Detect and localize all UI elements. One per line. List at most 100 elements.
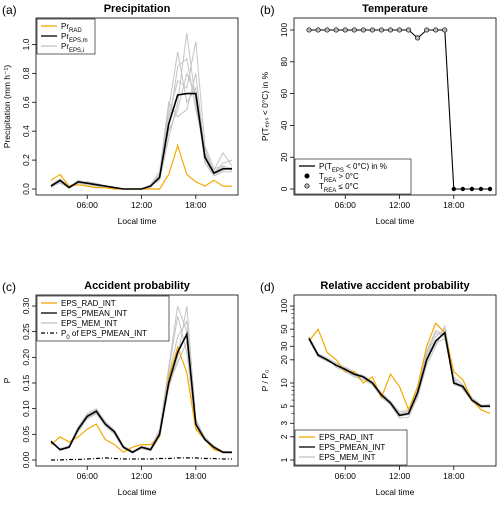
chart-title: Relative accident probability: [320, 280, 470, 292]
y-tick-label: 0.4: [21, 125, 31, 137]
marker-open: [351, 27, 357, 33]
x-tick-label: 18:00: [443, 200, 465, 210]
marker-filled: [487, 186, 493, 192]
marker-open: [406, 27, 412, 33]
marker-filled: [451, 186, 457, 192]
y-tick-label: 2: [279, 434, 289, 439]
y-tick-label: 100: [279, 23, 289, 37]
ensemble-member-line: [308, 329, 491, 415]
ensemble-member-line: [308, 328, 491, 416]
marker-open: [306, 27, 312, 33]
y-tick-label: 0.15: [21, 374, 31, 391]
plot-frame: [35, 17, 239, 196]
legend-box: [294, 158, 412, 195]
x-tick-label: 06:00: [77, 200, 99, 210]
x-axis-label: Local time: [376, 487, 415, 497]
legend-label: EPS_PMEAN_INT: [61, 309, 127, 318]
x-tick-label: 06:00: [77, 471, 99, 481]
y-tick-label: 10: [279, 378, 289, 388]
y-axis-label: P(Tₑₚₛ < 0°C) in %: [260, 71, 270, 141]
y-tick-label: 0.2: [21, 154, 31, 166]
panel-1: Precipitation (a) 06:00 12:00 18:00 Local tim…: [2, 3, 239, 226]
legend-label: PrEPS,m: [61, 32, 88, 44]
legend-label: P0 of EPS_PMEAN_INT: [61, 329, 147, 341]
ensemble-member-line: [308, 337, 491, 417]
x-tick-label: 12:00: [389, 200, 411, 210]
legend-marker: [304, 183, 310, 189]
y-tick-label: 20: [279, 152, 289, 162]
legend-label: EPS_RAD_INT: [61, 299, 116, 308]
panel-label: (c): [2, 280, 16, 294]
series-line: [50, 331, 232, 454]
ensemble-member-line: [50, 51, 233, 190]
y-tick-label: 0: [279, 186, 289, 191]
legend-label: EPS_PMEAN_INT: [319, 443, 385, 452]
marker-open: [396, 27, 403, 33]
marker-open: [387, 27, 394, 33]
y-tick-label: 0.0: [21, 183, 31, 195]
y-tick-label: 50: [279, 324, 289, 334]
plot-frame: [293, 17, 497, 196]
y-tick-label: 0.10: [21, 400, 31, 417]
legend-label: TREA ≤ 0°C: [319, 182, 359, 194]
x-tick-label: 18:00: [185, 200, 207, 210]
panel-4: Relative accident probability (d) 06:00 12:…: [260, 280, 497, 497]
marker-open: [415, 35, 421, 41]
marker-open: [424, 27, 430, 33]
ensemble-member-line: [50, 57, 233, 190]
legend-label: EPS_MEM_INT: [61, 319, 118, 328]
legend-label: P(TEPS < 0°C) in %: [319, 162, 387, 174]
x-axis-label: Local time: [118, 216, 157, 226]
x-tick-label: 18:00: [443, 471, 465, 481]
y-tick-label: 0.25: [21, 323, 31, 340]
marker-open: [315, 27, 321, 33]
ensemble-member-line: [50, 73, 233, 190]
chart-title: Temperature: [362, 3, 428, 15]
marker-open: [360, 27, 366, 33]
y-tick-label: 1: [279, 457, 289, 462]
ensemble-member-line: [50, 32, 233, 190]
y-tick-label: 20: [279, 355, 289, 365]
y-tick-label: 60: [279, 89, 289, 99]
y-tick-label: 100: [279, 299, 289, 313]
panel-2: Temperature (b) 06:00 12:00 18:00 Local time 0…: [260, 3, 497, 226]
marker-open: [378, 27, 384, 33]
y-axis-label: P / P₀: [260, 369, 270, 391]
y-tick-label: 0.00: [21, 451, 31, 468]
marker-open: [442, 27, 448, 33]
series-line: [308, 321, 491, 415]
marker-filled: [460, 186, 466, 192]
series-line: [308, 331, 490, 417]
x-tick-label: 12:00: [389, 471, 411, 481]
plot-frame: [293, 294, 497, 467]
ensemble-member-line: [308, 324, 491, 419]
legend-label: EPS_MEM_INT: [319, 453, 376, 462]
y-tick-label: 0.20: [21, 349, 31, 366]
marker-open: [333, 27, 339, 33]
x-tick-label: 06:00: [335, 200, 357, 210]
chart-title: Precipitation: [104, 3, 171, 15]
series-line: [50, 92, 232, 190]
ensemble-member-line: [50, 71, 232, 190]
series-line: [50, 345, 232, 454]
y-tick-label: 5: [279, 404, 289, 409]
marker-open: [324, 27, 330, 33]
x-tick-label: 12:00: [131, 200, 153, 210]
y-axis-label: Precipitation (mm h⁻¹): [2, 65, 12, 149]
y-tick-label: 1.0: [21, 38, 31, 50]
legend-label: PrEPS,i: [61, 42, 84, 54]
legend-label: PrRAD: [61, 22, 82, 34]
y-tick-label: 40: [279, 120, 289, 130]
panel-label: (a): [2, 3, 17, 17]
y-tick-label: 80: [279, 57, 289, 67]
x-tick-label: 18:00: [185, 471, 207, 481]
y-tick-label: 0.05: [21, 426, 31, 443]
series-line: [51, 457, 232, 461]
y-tick-label: 0.6: [21, 96, 31, 108]
y-tick-label: 3: [279, 421, 289, 426]
y-tick-label: 0.30: [21, 297, 31, 314]
legend-label: EPS_RAD_INT: [319, 433, 374, 442]
